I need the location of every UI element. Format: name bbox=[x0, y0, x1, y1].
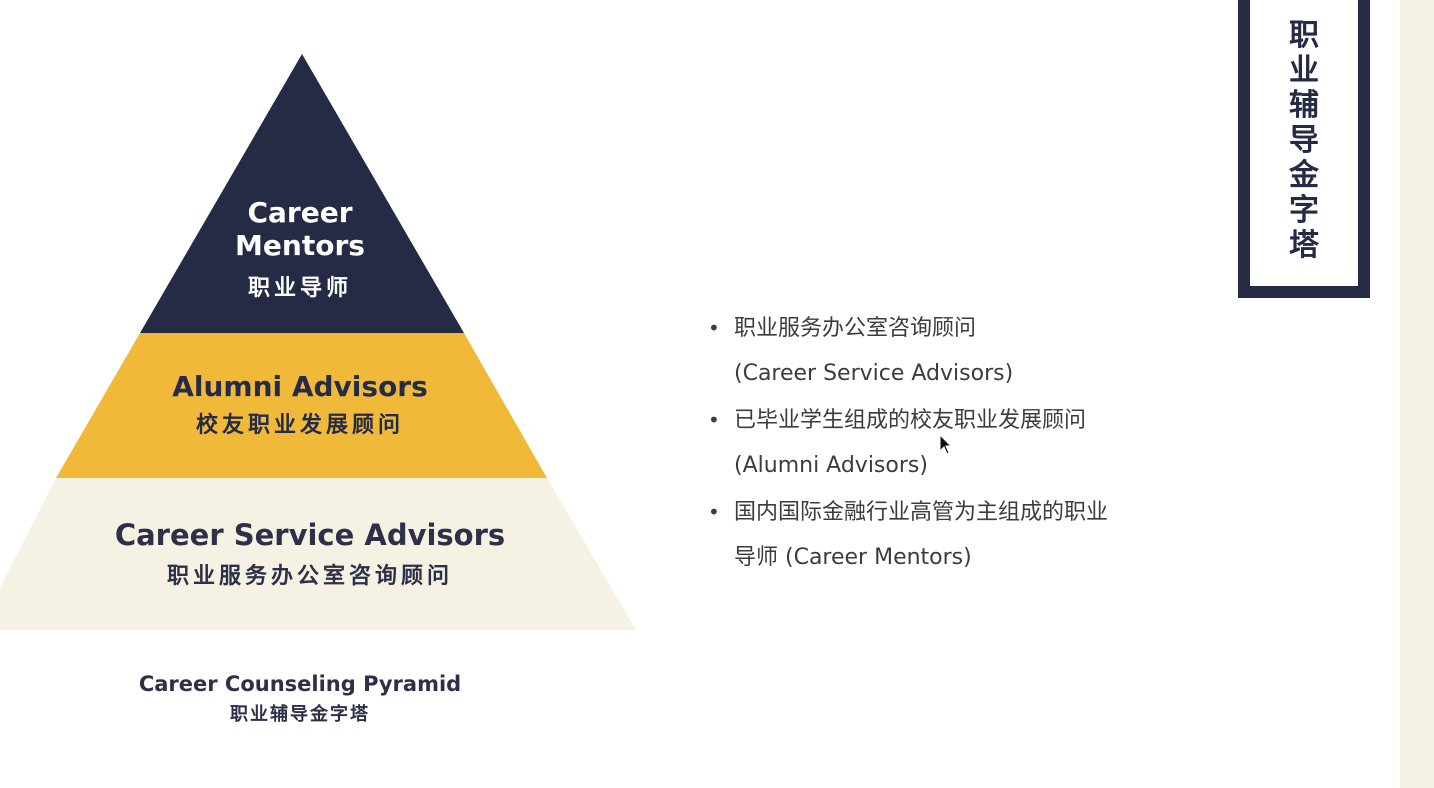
side-title-char: 导 bbox=[1289, 123, 1319, 158]
tier-top-name-en-line2: Mentors bbox=[235, 229, 365, 263]
pyramid-caption: Career Counseling Pyramid 职业辅导金字塔 bbox=[100, 672, 500, 726]
tier-middle-name-cn: 校友职业发展顾问 bbox=[195, 413, 404, 439]
bullet-line-1: 职业服务办公室咨询顾问 bbox=[734, 316, 977, 341]
bullet-line-2: (Alumni Advisors) bbox=[734, 453, 928, 478]
tier-bottom-name-en: Career Service Advisors bbox=[114, 518, 506, 552]
pyramid-tier-middle-shape bbox=[56, 333, 547, 478]
bullet-line-2: 导师 (Career Mentors) bbox=[734, 545, 972, 570]
tier-top-name-en-line1: Career bbox=[247, 196, 353, 229]
tier-middle-name-en: Alumni Advisors bbox=[172, 370, 428, 403]
bullet-item: • 国内国际金融行业高管为主组成的职业 导师 (Career Mentors) bbox=[706, 490, 1176, 580]
side-title-char: 塔 bbox=[1289, 228, 1319, 263]
pyramid-tier-top-shape bbox=[140, 54, 464, 333]
pyramid-tier-middle-label: Alumni Advisors 校友职业发展顾问 bbox=[130, 370, 470, 439]
bullet-line-2: (Career Service Advisors) bbox=[734, 361, 1014, 386]
side-title-char: 字 bbox=[1289, 193, 1319, 228]
side-title-char: 辅 bbox=[1289, 88, 1319, 123]
bullet-item: • 职业服务办公室咨询顾问 (Career Service Advisors) bbox=[706, 306, 1176, 396]
bullet-line-1: 已毕业学生组成的校友职业发展顾问 bbox=[734, 408, 1087, 433]
bullet-dot: • bbox=[708, 408, 720, 432]
right-edge-strip bbox=[1400, 0, 1434, 788]
tier-top-name-cn: 职业导师 bbox=[247, 276, 352, 302]
pyramid-caption-cn: 职业辅导金字塔 bbox=[230, 704, 370, 725]
tier-bottom-name-cn: 职业服务办公室咨询顾问 bbox=[166, 564, 453, 590]
mouse-cursor-icon bbox=[939, 434, 953, 455]
side-title-char: 职 bbox=[1289, 18, 1319, 53]
pyramid-tier-bottom-shape bbox=[0, 478, 636, 630]
bullet-item: • 已毕业学生组成的校友职业发展顾问 (Alumni Advisors) bbox=[706, 398, 1176, 488]
pyramid-caption-en: Career Counseling Pyramid bbox=[138, 672, 462, 696]
pyramid-tier-top-label: Career Mentors 职业导师 bbox=[200, 196, 400, 302]
bullet-dot: • bbox=[708, 316, 720, 340]
side-title: 职 业 辅 导 金 字 塔 bbox=[1250, 18, 1358, 263]
pyramid-diagram bbox=[0, 54, 636, 630]
bullet-dot: • bbox=[708, 500, 720, 524]
side-title-char: 金 bbox=[1289, 158, 1319, 193]
side-title-box: 职 业 辅 导 金 字 塔 bbox=[1238, 0, 1370, 298]
side-title-char: 业 bbox=[1289, 53, 1319, 88]
bullet-line-1: 国内国际金融行业高管为主组成的职业 bbox=[734, 500, 1109, 525]
bullet-list: • 职业服务办公室咨询顾问 (Career Service Advisors) … bbox=[706, 306, 1176, 582]
pyramid-tier-bottom-label: Career Service Advisors 职业服务办公室咨询顾问 bbox=[60, 518, 560, 590]
